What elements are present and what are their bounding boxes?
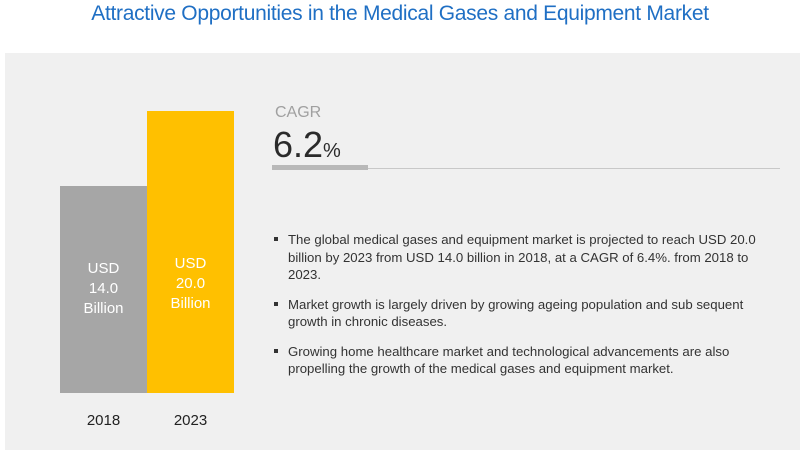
bar-label-line: USD — [87, 260, 120, 278]
cagr-label: CAGR — [275, 104, 322, 121]
bar-label-line: Billion — [83, 300, 124, 318]
divider — [368, 168, 780, 169]
page-title: Attractive Opportunities in the Medical … — [91, 2, 709, 25]
x-tick-2018: 2018 — [86, 412, 121, 429]
bar-2023: USD 20.0 Billion — [147, 111, 234, 393]
x-tick-2023: 2023 — [173, 412, 208, 429]
bar-label-line: 14.0 — [88, 280, 119, 298]
cagr-unit: % — [323, 140, 341, 162]
chart-panel: USD 14.0 Billion USD 20.0 Billion — [5, 53, 800, 450]
bar-label-line: 20.0 — [175, 275, 206, 292]
bullet-item: Market growth is largely driven by growi… — [272, 296, 772, 331]
bullet-item: The global medical gases and equipment m… — [272, 231, 772, 284]
cagr-underline — [272, 165, 368, 170]
bar-label-line: USD — [174, 255, 207, 272]
bar-2018: USD 14.0 Billion — [60, 185, 147, 393]
bullet-item: Growing home healthcare market and techn… — [272, 343, 772, 378]
cagr-number: 6.2 — [273, 124, 324, 165]
bullet-list: The global medical gases and equipment m… — [272, 231, 772, 390]
cagr-value: 6.2% — [273, 124, 341, 166]
bar-label-line: Billion — [170, 295, 211, 312]
